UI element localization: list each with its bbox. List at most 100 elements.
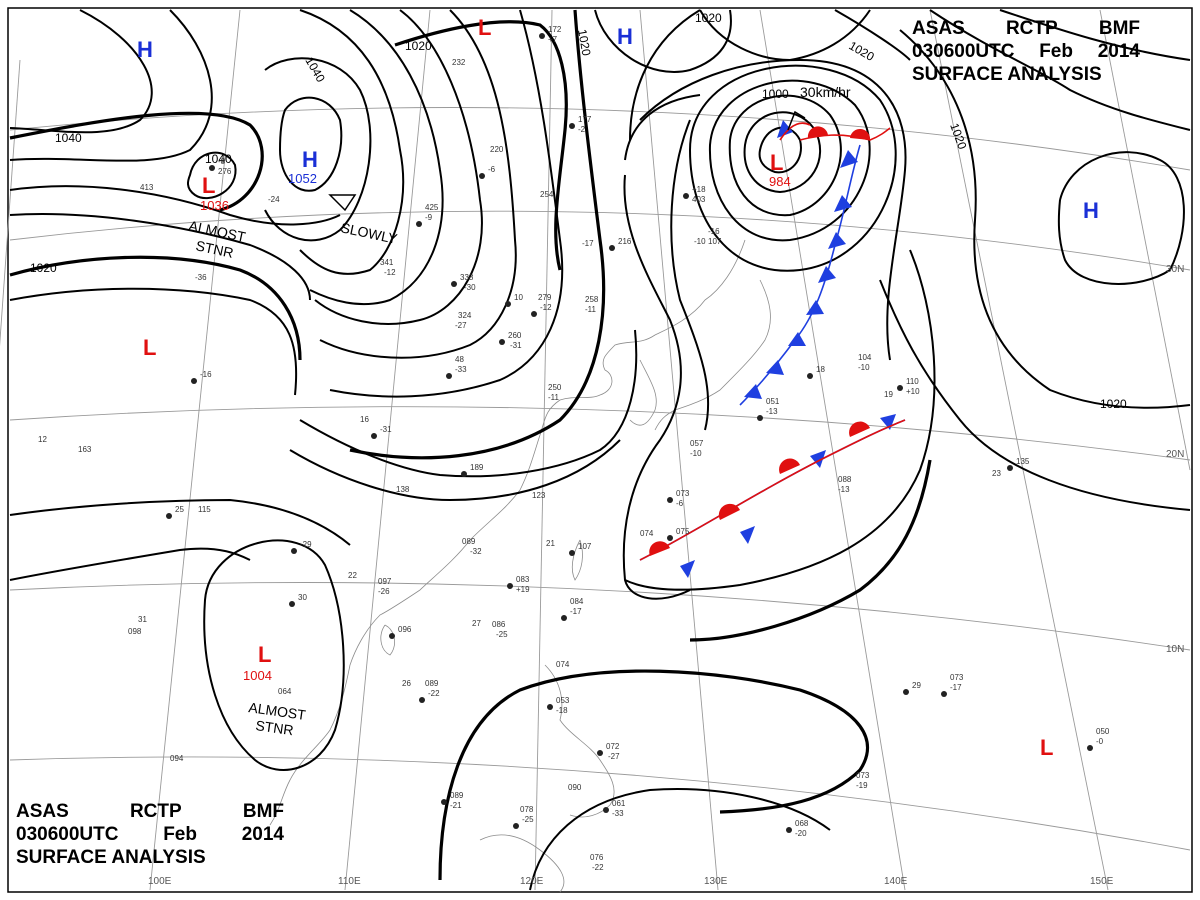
stationary-front-semicircle <box>649 541 670 556</box>
isobar-1020-e <box>899 29 1191 409</box>
isobar-e-5 <box>929 9 1191 131</box>
station-value: 177 <box>578 115 592 124</box>
station-value: 26 <box>402 679 411 688</box>
station-plots: 172+7232177-2220-6254425-9341-12338-3027… <box>38 25 1110 872</box>
title-agency-row: ASAS RCTP BMF <box>912 17 1140 40</box>
station-value: -24 <box>268 195 280 204</box>
title-year: 2014 <box>241 824 284 845</box>
longitude-label: 130E <box>704 876 728 887</box>
motion-label: ALMOST <box>248 699 308 723</box>
isobar-1020-w <box>9 255 302 361</box>
station-marker <box>1007 465 1013 471</box>
motion-label: STNR <box>255 717 295 738</box>
isobar-w-3 <box>9 287 298 396</box>
title-datetime-row: 030600UTC Feb 2014 <box>912 40 1140 63</box>
motion-arrow-slowly <box>328 194 357 212</box>
station-value: -30 <box>464 283 476 292</box>
cold-front-triangle <box>828 232 846 249</box>
station-value: -17 <box>950 683 962 692</box>
longitude-label: 150E <box>1090 876 1114 887</box>
isobar-label: 1020 <box>575 28 593 57</box>
latitude-line-30n <box>9 210 1191 271</box>
warm-front-semicircle <box>850 128 871 140</box>
station-marker <box>569 123 575 129</box>
station-marker <box>1087 745 1093 751</box>
isobar-kamchatka-5 <box>689 64 897 272</box>
isobar-w-1 <box>9 185 341 226</box>
station-value: 078 <box>520 805 534 814</box>
cold-front-triangle <box>766 360 784 375</box>
station-value: 413 <box>140 183 154 192</box>
station-value: -11 <box>585 305 597 314</box>
station-value: 18 <box>816 365 825 374</box>
station-marker <box>603 807 609 813</box>
motion-label: SLOWLY <box>339 219 399 247</box>
high-center: H <box>302 147 318 172</box>
station-value: 061 <box>612 799 626 808</box>
station-marker <box>667 497 673 503</box>
longitude-line-90e <box>0 59 21 347</box>
low-center-value: 984 <box>769 174 791 189</box>
station-marker <box>419 697 425 703</box>
isobar-c-4 <box>319 9 517 359</box>
station-marker <box>166 513 172 519</box>
high-center: H <box>137 37 153 62</box>
isobar-e-6 <box>999 9 1191 61</box>
station-value: 425 <box>425 203 439 212</box>
station-value: 220 <box>490 145 504 154</box>
station-marker <box>561 615 567 621</box>
stationary-front-triangle <box>740 526 755 544</box>
cold-front-triangle <box>840 150 858 168</box>
latitude-label: 10N <box>1166 644 1184 655</box>
latitude-line-20n <box>9 406 1191 461</box>
longitude-line-100e <box>149 9 241 891</box>
low-center-value: 1036 <box>200 198 229 213</box>
station-value: 089 <box>462 537 476 546</box>
longitude-line-150e <box>929 9 1109 891</box>
longitude-label: 140E <box>884 876 908 887</box>
station-marker <box>289 601 295 607</box>
station-value: -33 <box>612 809 624 818</box>
station-value: -13 <box>838 485 850 494</box>
isobar-w-2 <box>9 213 311 301</box>
station-value: -12 <box>384 268 396 277</box>
pressure-centers: H H 1052 L 1036 L H L 984 H L L 1004 L <box>137 15 1099 760</box>
station-value: -32 <box>470 547 482 556</box>
station-value: 089 <box>425 679 439 688</box>
station-value: 096 <box>398 625 412 634</box>
coast-china <box>349 239 746 666</box>
stationary-front-triangle <box>880 414 896 430</box>
isobar-nw-2 <box>9 9 213 162</box>
stationary-front-semicircle <box>779 458 800 474</box>
high-center: H <box>1083 198 1099 223</box>
station-value: 29 <box>912 681 921 690</box>
low-center: L <box>478 15 491 40</box>
low-center: L <box>1040 735 1053 760</box>
station-value: 075 <box>676 527 690 536</box>
station-marker <box>441 799 447 805</box>
station-value: -21 <box>450 801 462 810</box>
station-value: -6 <box>488 165 496 174</box>
isobar-indochina-ring <box>203 539 345 771</box>
isobar-e-1 <box>639 58 907 361</box>
isobar-label: 1020 <box>30 261 57 275</box>
longitude-line-110e <box>344 9 431 891</box>
station-marker <box>786 827 792 833</box>
station-value: 276 <box>218 167 232 176</box>
isobar-1020-ne <box>834 9 911 61</box>
station-value: 260 <box>508 331 522 340</box>
isobar-label: 1020 <box>695 11 722 25</box>
stationary-front-triangle <box>680 560 695 578</box>
station-marker <box>291 548 297 554</box>
isobar-s-2 <box>9 498 351 546</box>
title-agency: RCTP <box>129 801 182 822</box>
high-center: H <box>617 24 633 49</box>
title-month: Feb <box>163 824 197 845</box>
station-value: 258 <box>585 295 599 304</box>
coordinate-labels: 30N 20N 10N 100E 110E 120E 130E 140E 150… <box>148 264 1184 887</box>
isobars <box>9 9 1191 891</box>
cold-front-triangle <box>834 195 852 212</box>
isobar-c-1 <box>299 9 405 275</box>
isobar-kamchatka-4 <box>708 79 871 242</box>
station-value: 324 <box>458 311 472 320</box>
